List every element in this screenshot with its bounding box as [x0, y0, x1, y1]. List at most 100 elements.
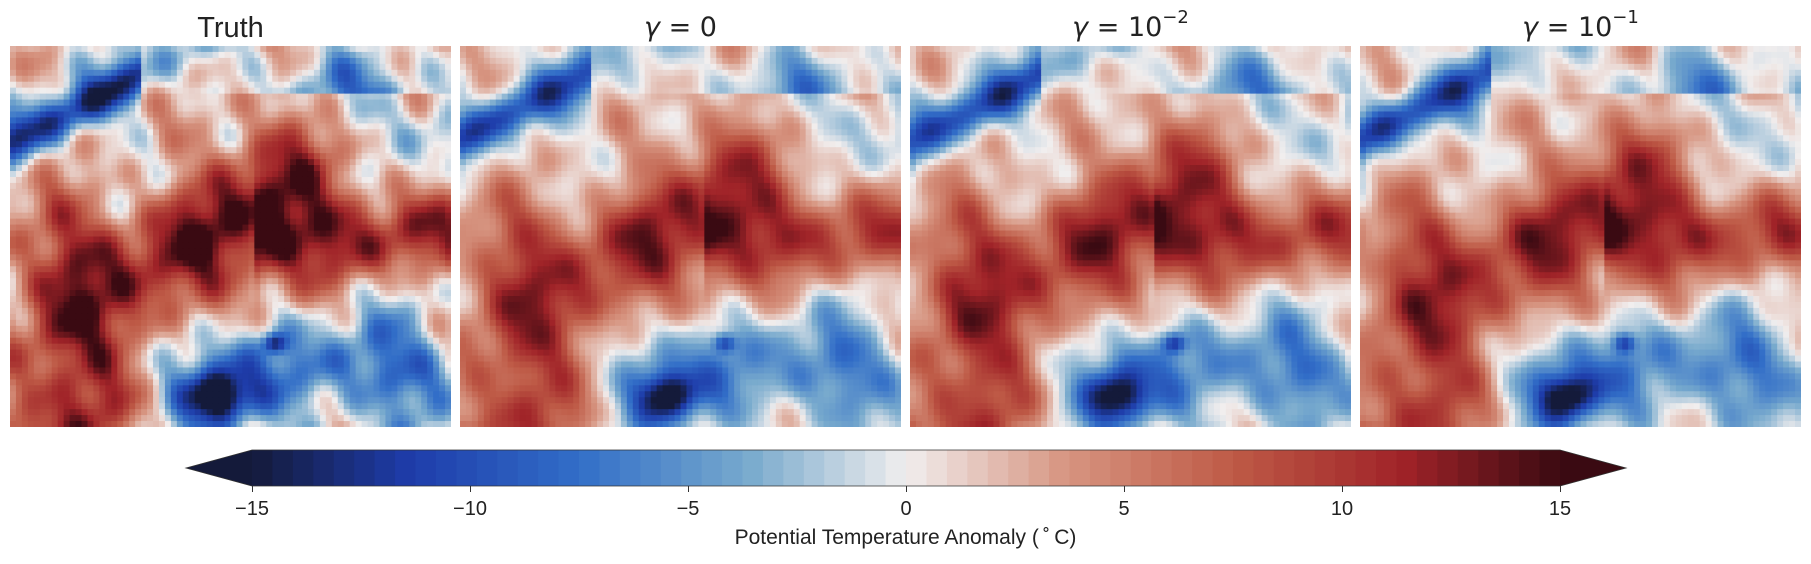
heatmap-cell: [519, 51, 527, 59]
heatmap-cell: [135, 307, 142, 315]
heatmap-cell: [117, 337, 124, 345]
heatmap-cell: [331, 224, 339, 232]
heatmap-cell: [307, 99, 315, 107]
heatmap-cell: [266, 81, 273, 89]
heatmap-cell: [123, 159, 130, 166]
heatmap-cell: [415, 51, 422, 59]
heatmap-cell: [391, 290, 398, 297]
heatmap-cell: [585, 51, 592, 59]
heatmap-cell: [403, 361, 410, 369]
heatmap-cell: [153, 409, 160, 416]
heatmap-cell: [81, 379, 89, 386]
heatmap-cell: [331, 105, 339, 113]
heatmap-cell: [33, 403, 41, 410]
heatmap-cell: [75, 373, 83, 380]
heatmap-cell: [290, 171, 297, 178]
heatmap-cell: [93, 403, 100, 410]
heatmap-cell: [290, 248, 297, 255]
heatmap-cell: [355, 188, 363, 196]
heatmap-cell: [75, 296, 83, 303]
heatmap-cell: [343, 194, 351, 202]
heatmap-cell: [290, 46, 297, 53]
heatmap-cell: [421, 57, 428, 65]
heatmap-cell: [313, 123, 321, 130]
heatmap-cell: [111, 385, 118, 392]
heatmap-cell: [153, 349, 160, 357]
heatmap-cell: [105, 200, 112, 208]
heatmap-cell: [680, 57, 688, 65]
heatmap-cell: [415, 301, 422, 309]
heatmap-cell: [471, 51, 479, 59]
heatmap-cell: [170, 343, 178, 351]
heatmap-cell: [254, 105, 261, 113]
heatmap-cell: [409, 284, 416, 291]
heatmap-cell: [200, 296, 208, 303]
heatmap-cell: [170, 337, 178, 345]
heatmap-cell: [39, 307, 47, 315]
heatmap-cell: [224, 63, 232, 71]
heatmap-cell: [319, 349, 327, 357]
heatmap-cell: [45, 397, 53, 404]
heatmap-cell: [361, 397, 369, 404]
gamma-base: 10: [1127, 12, 1163, 43]
heatmap-cell: [290, 93, 297, 101]
heatmap-cell: [224, 69, 232, 77]
heatmap-cell: [87, 242, 95, 249]
heatmap-cell: [373, 57, 381, 65]
heatmap-cell: [129, 385, 136, 392]
heatmap-cell: [445, 307, 451, 315]
heatmap-cell: [51, 373, 59, 380]
heatmap-cell: [248, 379, 255, 386]
heatmap-cell: [307, 301, 315, 309]
heatmap-cell: [427, 385, 434, 392]
heatmap-cell: [266, 194, 273, 202]
heatmap-cell: [135, 182, 142, 190]
heatmap-cell: [686, 57, 694, 65]
heatmap-cell: [158, 313, 166, 321]
heatmap-cell: [206, 99, 214, 107]
heatmap-cell: [775, 57, 783, 65]
heatmap-cell: [39, 391, 47, 398]
heatmap-cell: [644, 46, 652, 53]
heatmap-cell: [391, 75, 398, 83]
heatmap-cell: [158, 409, 166, 416]
heatmap-cell: [81, 391, 89, 398]
heatmap-cell: [111, 129, 118, 136]
heatmap-cell: [164, 301, 172, 309]
heatmap-cell: [319, 194, 327, 202]
heatmap-cell: [15, 141, 23, 148]
heatmap-cell: [57, 343, 65, 351]
heatmap-cell: [716, 46, 723, 53]
heatmap-cell: [355, 397, 363, 404]
heatmap-cell: [212, 415, 220, 422]
heatmap-cell: [170, 254, 178, 261]
heatmap-cell: [284, 206, 291, 214]
heatmap-cell: [367, 254, 375, 261]
heatmap-cell: [331, 176, 339, 184]
heatmap-cell: [45, 301, 53, 309]
heatmap-cell: [21, 272, 29, 279]
heatmap-cell: [445, 57, 451, 65]
heatmap-cell: [188, 361, 196, 369]
heatmap-cell: [242, 290, 249, 297]
heatmap-cell: [290, 224, 297, 232]
heatmap-cell: [135, 57, 142, 65]
heatmap-cell: [27, 182, 35, 190]
heatmap-cell: [421, 385, 428, 392]
heatmap-cell: [224, 212, 232, 220]
heatmap-cell: [421, 176, 428, 184]
heatmap-cell: [325, 343, 333, 351]
heatmap-cell: [87, 421, 95, 427]
heatmap-cell: [230, 319, 238, 327]
heatmap-cell: [200, 87, 208, 95]
heatmap-cell: [63, 51, 71, 59]
heatmap-cell: [230, 182, 238, 190]
heatmap-cell: [307, 123, 315, 130]
heatmap-cell: [63, 200, 71, 208]
heatmap-cell: [266, 349, 273, 357]
heatmap-cell: [153, 46, 160, 53]
heatmap-cell: [325, 349, 333, 357]
heatmap-cell: [117, 105, 124, 113]
heatmap-cell: [176, 105, 184, 113]
heatmap-cell: [585, 63, 592, 71]
